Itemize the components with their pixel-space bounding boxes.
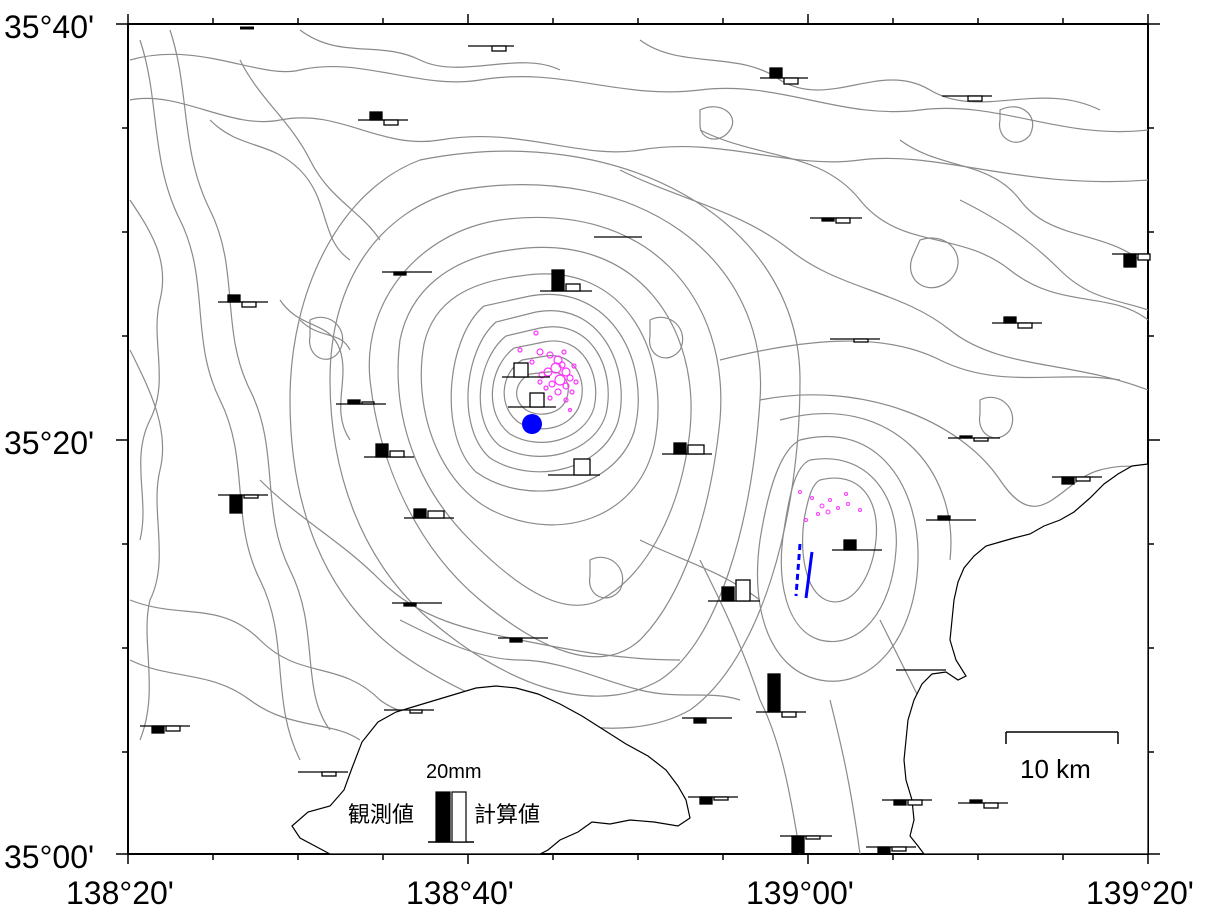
lon-label-1: 138°20' (66, 875, 174, 911)
station-marker (468, 45, 514, 52)
station-marker (384, 709, 434, 714)
legend-computed-bar (451, 791, 467, 843)
station-marker (708, 579, 760, 602)
station-marker (1112, 253, 1151, 268)
station-marker (404, 508, 454, 519)
lat-label-top: 35°40' (4, 9, 94, 45)
displacement-legend: 20mm 観測値 計算値 (348, 761, 540, 843)
station-marker (540, 269, 592, 292)
station-marker (336, 399, 386, 405)
displacement-stations (140, 26, 1151, 854)
station-marker (760, 67, 808, 85)
station-marker (830, 338, 880, 343)
legend-observed-bar (435, 791, 451, 843)
station-marker (948, 435, 1000, 442)
station-marker (882, 799, 932, 806)
station-marker (382, 271, 432, 276)
legend-observed-label: 観測値 (348, 803, 414, 828)
station-marker (392, 602, 442, 607)
main-source-marker (522, 414, 542, 434)
lat-label-bottom: 35°00' (4, 839, 94, 875)
station-marker (756, 673, 806, 718)
lon-label-2: 138°40' (406, 875, 514, 911)
station-marker (866, 846, 916, 854)
station-marker (298, 771, 348, 777)
fault-model-east (794, 543, 814, 599)
station-marker (942, 95, 992, 102)
epicenter-swarm-main (517, 330, 579, 413)
station-marker (832, 539, 882, 551)
station-marker (498, 637, 548, 643)
station-marker (358, 111, 408, 126)
lat-label-mid: 35°20' (4, 425, 94, 461)
station-marker (364, 443, 414, 458)
lon-label-3: 139°00' (746, 875, 854, 911)
station-marker (810, 217, 862, 224)
legend-scale-value: 20mm (426, 761, 482, 783)
station-marker (780, 835, 832, 854)
station-marker (218, 494, 268, 514)
station-marker (662, 442, 712, 455)
lon-label-4: 139°20' (1086, 875, 1194, 911)
station-marker (992, 316, 1042, 329)
station-marker (218, 294, 268, 308)
station-marker (502, 362, 550, 378)
station-marker (508, 392, 556, 408)
station-marker (688, 796, 738, 805)
station-marker (958, 799, 1008, 809)
contour-lines (129, 29, 1149, 855)
scale-bar-label: 10 km (1020, 754, 1091, 784)
station-marker (926, 515, 976, 521)
legend-computed-label: 計算値 (474, 803, 540, 828)
station-marker (682, 717, 732, 724)
scale-bar: 10 km (1005, 731, 1119, 784)
epicenter-swarm-east (798, 490, 862, 522)
coastline (291, 463, 1149, 855)
station-marker (1052, 476, 1102, 485)
axis-ticks (116, 14, 1160, 864)
station-marker (140, 725, 190, 734)
station-marker (548, 458, 600, 476)
